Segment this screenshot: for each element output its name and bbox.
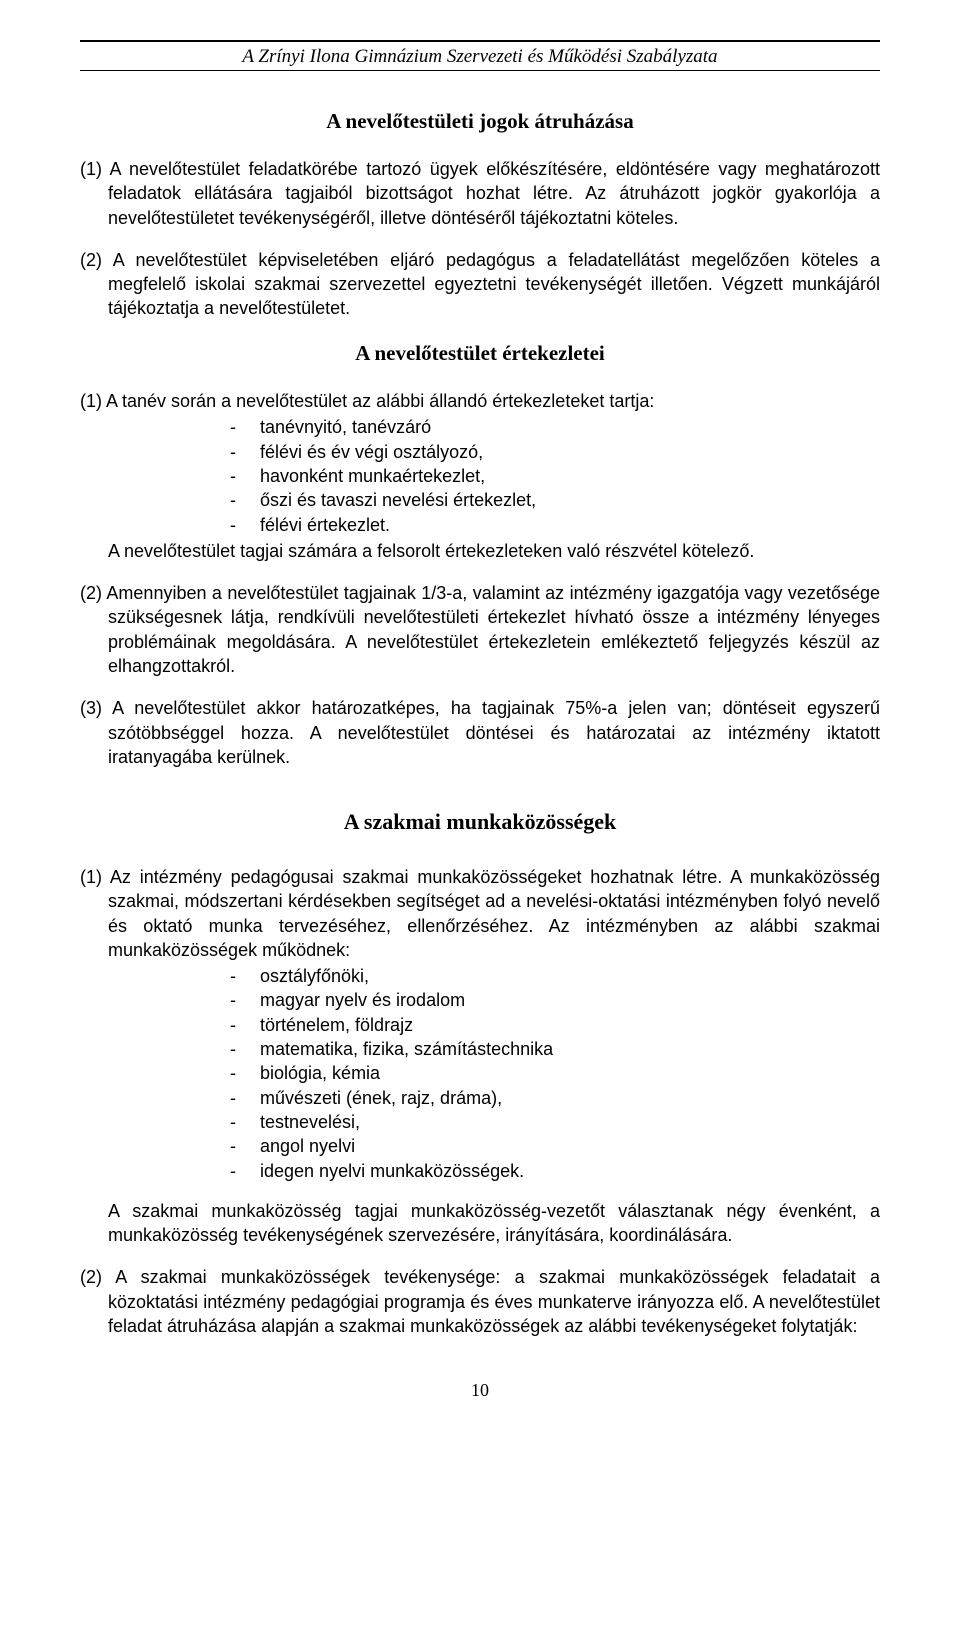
list-item: havonként munkaértekezlet, — [230, 464, 880, 488]
paragraph: A szakmai munkaközösség tagjai munkaközö… — [80, 1199, 880, 1248]
paragraph: (1) A tanév során a nevelőtestület az al… — [80, 389, 880, 413]
list-item: tanévnyitó, tanévzáró — [230, 415, 880, 439]
paragraph: (3) A nevelőtestület akkor határozatképe… — [80, 696, 880, 769]
list-item: matematika, fizika, számítástechnika — [230, 1037, 880, 1061]
list-item: félévi és év végi osztályozó, — [230, 440, 880, 464]
document-header: A Zrínyi Ilona Gimnázium Szervezeti és M… — [80, 44, 880, 71]
paragraph: (1) A nevelőtestület feladatkörébe tarto… — [80, 157, 880, 230]
paragraph: (2) A nevelőtestület képviseletében eljá… — [80, 248, 880, 321]
section-heading-1: A nevelőtestületi jogok átruházása — [80, 107, 880, 135]
list-item: idegen nyelvi munkaközösségek. — [230, 1159, 880, 1183]
paragraph: (2) A szakmai munkaközösségek tevékenysé… — [80, 1265, 880, 1338]
paragraph: A nevelőtestület tagjai számára a felsor… — [80, 539, 880, 563]
list-item: művészeti (ének, rajz, dráma), — [230, 1086, 880, 1110]
paragraph: (2) Amennyiben a nevelőtestület tagjaina… — [80, 581, 880, 678]
list-item: angol nyelvi — [230, 1134, 880, 1158]
list-item: testnevelési, — [230, 1110, 880, 1134]
list-item: magyar nyelv és irodalom — [230, 988, 880, 1012]
list-item: félévi értekezlet. — [230, 513, 880, 537]
bullet-list: osztályfőnöki, magyar nyelv és irodalom … — [80, 964, 880, 1183]
list-item: őszi és tavaszi nevelési értekezlet, — [230, 488, 880, 512]
bullet-list: tanévnyitó, tanévzáró félévi és év végi … — [80, 415, 880, 536]
paragraph: (1) Az intézmény pedagógusai szakmai mun… — [80, 865, 880, 962]
list-item: osztályfőnöki, — [230, 964, 880, 988]
list-item: biológia, kémia — [230, 1061, 880, 1085]
list-item: történelem, földrajz — [230, 1013, 880, 1037]
section-heading-2: A nevelőtestület értekezletei — [80, 339, 880, 367]
section-heading-3: A szakmai munkaközösségek — [80, 807, 880, 837]
page-number: 10 — [80, 1378, 880, 1402]
